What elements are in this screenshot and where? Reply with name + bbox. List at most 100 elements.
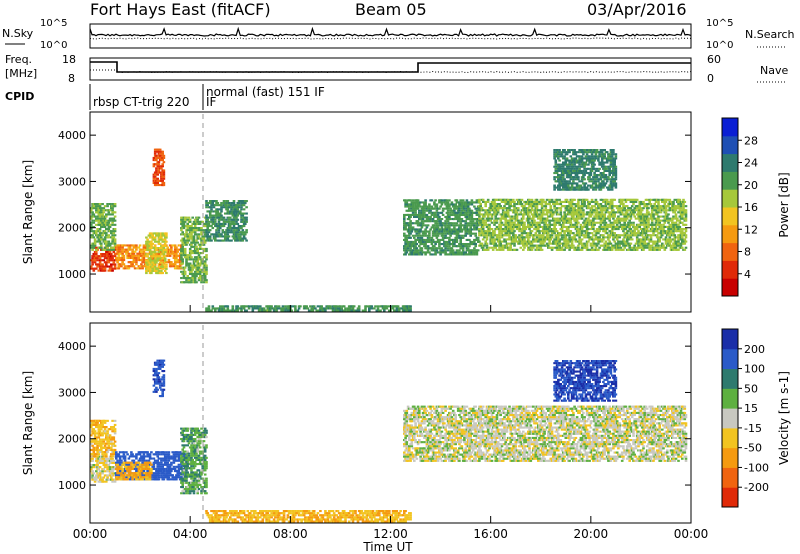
echo-cell bbox=[653, 242, 656, 245]
cpid-segment-2: normal (fast) 151 IF bbox=[206, 85, 325, 99]
freq-unit-label: [MHz] bbox=[5, 67, 37, 80]
echo-cell bbox=[133, 254, 137, 257]
echo-cell bbox=[419, 236, 422, 239]
echo-cell bbox=[592, 219, 595, 222]
echo-cell bbox=[644, 223, 648, 226]
echo-cell bbox=[481, 246, 485, 249]
echo-cell bbox=[622, 198, 625, 201]
echo-cell bbox=[244, 305, 247, 308]
echo-cell bbox=[575, 248, 579, 251]
echo-cell bbox=[479, 221, 482, 224]
echo-cell bbox=[103, 267, 107, 270]
echo-cell bbox=[607, 242, 610, 245]
echo-cell bbox=[244, 202, 247, 205]
echo-cell bbox=[224, 235, 227, 238]
echo-cell bbox=[597, 232, 600, 235]
echo-cell bbox=[590, 238, 594, 241]
echo-cell bbox=[446, 203, 450, 206]
noise-strip: N.Sky 10^5 10^0 10^5 10^0 N.Search bbox=[2, 18, 795, 51]
echo-cell bbox=[170, 248, 173, 251]
echo-cell bbox=[421, 209, 425, 212]
echo-cell bbox=[224, 212, 227, 215]
echo-cell bbox=[400, 307, 404, 310]
echo-cell bbox=[436, 226, 440, 229]
echo-cell bbox=[598, 225, 601, 228]
echo-cell bbox=[405, 309, 409, 312]
echo-cell bbox=[623, 221, 626, 224]
echo-cell bbox=[455, 240, 459, 243]
echo-cell bbox=[515, 203, 519, 206]
echo-cell bbox=[111, 223, 114, 226]
echo-cell bbox=[419, 238, 422, 241]
echo-cell bbox=[465, 245, 469, 248]
echo-cell bbox=[572, 215, 575, 218]
echo-cell bbox=[446, 249, 450, 252]
echo-cell bbox=[446, 243, 450, 246]
echo-cell bbox=[436, 213, 440, 216]
echo-cell bbox=[419, 249, 422, 252]
echo-cell bbox=[190, 279, 193, 282]
echo-cell bbox=[419, 228, 422, 231]
echo-cell bbox=[635, 232, 639, 235]
echo-cell bbox=[523, 207, 526, 210]
echo-cell bbox=[609, 234, 613, 237]
echo-cell bbox=[496, 217, 500, 220]
echo-cell bbox=[190, 225, 193, 228]
echo-cell bbox=[604, 205, 608, 208]
echo-cell bbox=[219, 222, 222, 225]
echo-cell bbox=[578, 232, 581, 235]
echo-cell bbox=[518, 198, 521, 201]
echo-cell bbox=[620, 240, 624, 243]
echo-cell bbox=[653, 223, 656, 226]
echo-cell bbox=[408, 213, 411, 216]
echo-cell bbox=[186, 229, 189, 232]
echo-cell bbox=[413, 213, 416, 216]
echo-cell bbox=[542, 234, 545, 237]
echo-cell bbox=[446, 226, 450, 229]
echo-cell bbox=[527, 213, 530, 216]
echo-cell bbox=[580, 238, 584, 241]
echo-cell bbox=[197, 258, 201, 261]
echo-cell bbox=[528, 228, 531, 231]
echo-cell bbox=[158, 247, 162, 250]
echo-cell bbox=[490, 238, 494, 241]
echo-cell bbox=[594, 246, 598, 249]
echo-cell bbox=[510, 209, 514, 212]
echo-cell bbox=[180, 270, 183, 273]
echo-cell bbox=[451, 224, 455, 227]
echo-cell bbox=[438, 230, 441, 233]
echo-cell bbox=[613, 219, 616, 222]
echo-cell bbox=[460, 228, 464, 231]
echo-cell bbox=[364, 307, 367, 310]
echo-cell bbox=[599, 223, 603, 226]
echo-cell bbox=[111, 257, 114, 260]
echo-cell bbox=[622, 223, 625, 226]
echo-cell bbox=[200, 241, 203, 244]
echo-cell bbox=[607, 211, 610, 214]
echo-cell bbox=[435, 230, 439, 233]
echo-cell bbox=[614, 246, 618, 249]
echo-cell bbox=[170, 252, 173, 255]
echo-cell bbox=[650, 244, 654, 247]
echo-cell bbox=[607, 238, 610, 241]
echo-cell bbox=[449, 207, 452, 210]
echo-cell bbox=[598, 246, 601, 249]
echo-cell bbox=[110, 230, 113, 233]
echo-cell bbox=[420, 226, 424, 229]
echo-cell bbox=[183, 252, 187, 255]
echo-cell bbox=[513, 203, 516, 206]
echo-cell bbox=[624, 198, 628, 201]
echo-cell bbox=[97, 255, 101, 258]
echo-cell bbox=[156, 156, 159, 159]
echo-cell bbox=[501, 200, 505, 203]
echo-cell bbox=[403, 309, 406, 312]
echo-cell bbox=[150, 272, 153, 275]
echo-cell bbox=[210, 309, 213, 312]
echo-cell bbox=[444, 215, 447, 218]
echo-cell bbox=[162, 253, 166, 256]
echo-cell bbox=[469, 201, 472, 204]
echo-cell bbox=[205, 281, 208, 284]
echo-cell bbox=[519, 200, 523, 203]
echo-cell bbox=[499, 242, 502, 245]
echo-cell bbox=[231, 235, 235, 238]
